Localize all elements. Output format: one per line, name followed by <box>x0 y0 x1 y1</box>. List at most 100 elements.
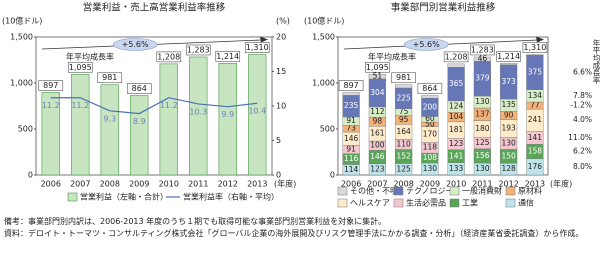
legend-swatch <box>393 186 404 196</box>
segment-label: 135 <box>501 100 516 109</box>
segment-label: 46 <box>478 54 488 63</box>
growth-ellipse <box>403 38 449 51</box>
legend-label: ヘルスケア <box>350 199 390 208</box>
y-tick-label: 1,000 <box>10 79 33 88</box>
bar <box>248 54 267 176</box>
segment-label: 91 <box>346 145 356 154</box>
total-label: 1,095 <box>366 63 389 72</box>
total-box <box>522 42 548 53</box>
growth-value: +5.6% <box>413 40 440 49</box>
segment-label: 141 <box>528 133 543 142</box>
segment-label: 161 <box>370 129 385 138</box>
x-tick-label: 2007 <box>70 180 90 189</box>
segment-label: 365 <box>449 79 464 88</box>
line-label: 11.2 <box>42 101 60 110</box>
total-label: 1,214 <box>497 52 520 61</box>
line-label: 10.4 <box>248 107 266 116</box>
bar-segment <box>368 74 386 80</box>
growth-rate: -1.2% <box>570 101 592 110</box>
segment-label: 98 <box>373 117 383 126</box>
total-label: 1,208 <box>445 52 468 61</box>
segment-label: 134 <box>528 91 543 100</box>
legend-swatch <box>67 192 78 202</box>
bar-label: 1,208 <box>157 52 180 61</box>
segment-label: 60 <box>425 114 435 123</box>
arrow-head <box>260 36 268 43</box>
segment-label: 91 <box>346 116 356 125</box>
growth-label: 年平均成長率 <box>368 52 416 62</box>
x-tick-label: 2011 <box>188 180 208 189</box>
segment-label: 176 <box>528 162 543 171</box>
x-tick-label: 2010 <box>159 180 179 189</box>
source: 資料：デロイト・トーマツ・コンサルティング株式会社「グローバル企業の海外展開及び… <box>4 229 584 238</box>
total-label: 897 <box>343 81 358 90</box>
segment-label: 141 <box>449 151 464 160</box>
line-label: 11.2 <box>71 101 89 110</box>
bar <box>189 56 208 176</box>
x-tick-label: 2009 <box>420 180 440 189</box>
segment-label: 130 <box>475 97 490 106</box>
segment-label: 304 <box>370 88 385 97</box>
segment-label: 170 <box>423 129 438 138</box>
y-tick-label: 1,500 <box>10 33 33 42</box>
note: 備考：事業部門別内訳は、2006-2013 年度のうち１期でも取得可能な事業部門… <box>4 217 387 226</box>
growth-rate: 6.6% <box>573 67 592 76</box>
line-label: 8.9 <box>133 117 146 126</box>
legend-label: 一般消費財 <box>462 186 502 196</box>
x-tick-label: 2013 <box>247 180 267 189</box>
value-box <box>185 44 211 56</box>
line-label: 10.3 <box>189 107 207 116</box>
growth-rate: 8.0% <box>573 162 592 171</box>
growth-title: 年平均成長率 <box>592 38 601 86</box>
segment-label: 123 <box>449 139 464 148</box>
legend-label: 原材料 <box>518 186 542 196</box>
legend-label: 生活必需品 <box>406 198 446 208</box>
x-tick-label: 2010 <box>446 180 466 189</box>
bar-label: 1,283 <box>187 45 210 54</box>
segment-label: 130 <box>475 164 490 173</box>
segment-label: 130 <box>501 138 516 147</box>
bar-segment <box>395 84 413 89</box>
growth-rate: 7.8% <box>573 91 592 100</box>
legend-label: 通信 <box>518 198 534 208</box>
segment-label: 158 <box>528 147 543 156</box>
total-box <box>338 80 364 91</box>
legend-swatch <box>505 198 516 208</box>
total-box <box>417 83 443 94</box>
segment-label: 104 <box>449 112 464 121</box>
total-label: 981 <box>396 73 411 82</box>
segment-label: 114 <box>344 165 359 174</box>
segment-label: 51 <box>373 72 383 81</box>
total-label: 1,310 <box>523 43 546 52</box>
segment-label: 125 <box>475 138 490 147</box>
bar <box>218 63 237 176</box>
segment-label: 100 <box>370 141 385 150</box>
bar <box>159 63 178 176</box>
segment-label: 200 <box>423 102 438 111</box>
y-tick-label: 500 <box>320 125 335 134</box>
x-tick-label: 2008 <box>393 180 413 189</box>
legend-label: その他・不明 <box>350 186 398 196</box>
segment-label: 108 <box>423 153 438 162</box>
value-box <box>67 61 93 73</box>
total-box <box>496 51 521 62</box>
y2-tick-label: 15 <box>276 67 286 76</box>
segment-label: 180 <box>475 124 490 133</box>
value-box <box>126 83 152 94</box>
segment-label: 116 <box>344 154 359 163</box>
segment-label: 125 <box>396 164 411 173</box>
legend-label: 営業利益率（右軸・平均） <box>183 192 279 202</box>
x-tick-label: 2012 <box>498 180 518 189</box>
growth-rate: 6.2% <box>573 147 592 156</box>
bar-segment <box>473 56 491 62</box>
value-box <box>156 51 182 63</box>
total-label: 864 <box>422 84 437 93</box>
y2-tick-label: 20 <box>276 33 286 42</box>
chart-title: 事業部門別営業利益推移 <box>391 2 496 14</box>
growth-value: +5.6% <box>122 40 149 49</box>
segment-label: 75 <box>399 107 409 116</box>
value-box <box>244 42 270 53</box>
growth-rate: 4.0% <box>573 115 592 124</box>
legend-label: 工業 <box>462 198 478 208</box>
